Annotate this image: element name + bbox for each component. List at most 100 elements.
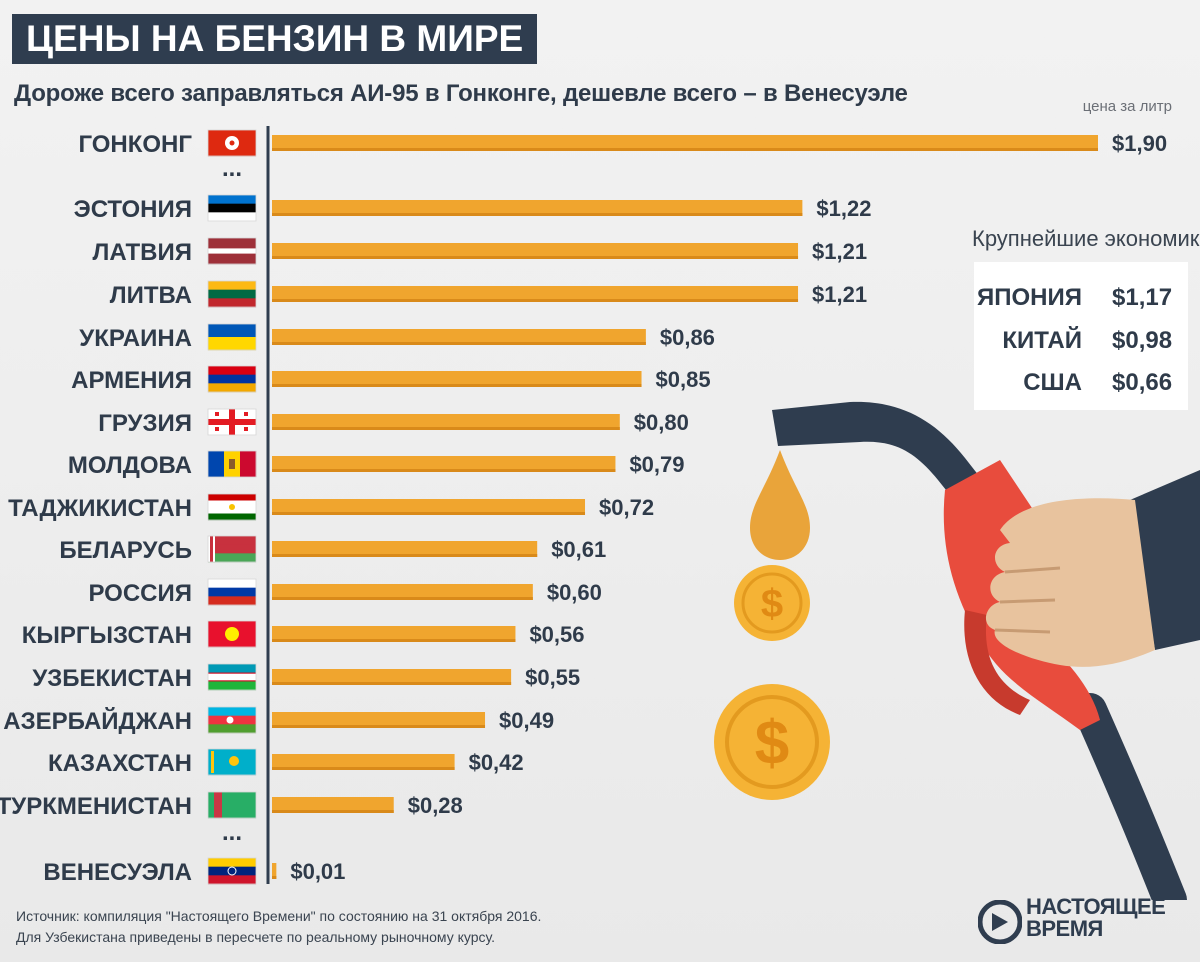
armenia-flag-icon xyxy=(207,365,257,393)
economy-row-japan: ЯПОНИЯ $1,17 xyxy=(974,284,1188,324)
bar xyxy=(272,712,486,728)
estonia-flag-icon xyxy=(207,194,257,222)
value-label: $0,55 xyxy=(525,665,580,690)
bar xyxy=(272,863,277,879)
bar-chart: ГОНКОНГ $1,90 ЭСТОНИЯ $1,22 ЛАТВИЯ $1,21 ЛИТВА… xyxy=(0,126,1167,886)
bar xyxy=(272,135,1098,151)
bar xyxy=(272,456,616,472)
logo-mark-icon xyxy=(978,900,1022,944)
country-label: АЗЕРБАЙДЖАН xyxy=(3,707,192,735)
economies-heading: Крупнейшие экономики xyxy=(972,226,1200,251)
value-label: $0,56 xyxy=(529,622,584,647)
economy-row-usa: США $0,66 xyxy=(974,369,1188,409)
economy-value: $0,66 xyxy=(1112,369,1173,396)
value-label: $1,21 xyxy=(812,239,867,264)
country-label: УЗБЕКИСТАН xyxy=(32,665,192,692)
unit-label: цена за литр xyxy=(1082,98,1172,115)
bar xyxy=(272,243,799,259)
country-label: АРМЕНИЯ xyxy=(71,367,192,394)
fuel-drop-icon xyxy=(750,450,810,560)
bar xyxy=(272,329,646,345)
country-label: РОССИЯ xyxy=(88,580,192,607)
value-label: $1,90 xyxy=(1112,131,1167,156)
bar-shade xyxy=(272,725,486,728)
chart-title: ЦЕНЫ НА БЕНЗИН В МИРЕ xyxy=(12,14,538,64)
economy-name: США xyxy=(1023,369,1082,396)
bar-shade xyxy=(272,682,512,685)
value-label: $0,42 xyxy=(469,750,524,775)
gap-marker: ... xyxy=(222,819,242,846)
bar-shade xyxy=(272,384,642,387)
turkmenistan-flag-icon xyxy=(207,791,257,819)
bar-shade xyxy=(272,342,646,345)
finger-lines xyxy=(994,566,1061,634)
bar-shade xyxy=(272,767,455,770)
value-label: $0,85 xyxy=(656,367,711,392)
venezuela-flag-icon xyxy=(207,857,257,885)
value-label: $0,80 xyxy=(634,410,689,435)
latvia-flag-icon xyxy=(207,237,257,265)
fuel-hose xyxy=(1073,693,1187,900)
bar-shade xyxy=(272,427,620,430)
country-label: КЫРГЫЗСТАН xyxy=(22,622,192,649)
dollar-coin-large-icon: $ xyxy=(714,684,830,800)
lithuania-flag-icon xyxy=(207,280,257,308)
kyrgyzstan-flag-icon xyxy=(207,620,257,648)
bar xyxy=(272,499,586,515)
economy-value: $1,17 xyxy=(1112,284,1173,311)
country-label: ТАДЖИКИСТАН xyxy=(8,495,192,522)
bar xyxy=(272,797,394,813)
value-label: $0,72 xyxy=(599,495,654,520)
uzbekistan-flag-icon xyxy=(207,663,257,691)
georgia-flag-icon xyxy=(207,408,257,436)
value-label: $0,60 xyxy=(547,580,602,605)
chart-subtitle: Дороже всего заправляться АИ-95 в Гонкон… xyxy=(14,80,908,107)
bar-shade xyxy=(272,299,799,302)
source-line-1: Источник: компиляция "Настоящего Времени… xyxy=(16,908,542,924)
country-label: ВЕНЕСУЭЛА xyxy=(43,859,192,886)
country-label: ЛАТВИЯ xyxy=(93,239,192,266)
country-label: БЕЛАРУСЬ xyxy=(59,537,192,564)
value-label: $0,61 xyxy=(551,537,606,562)
value-label: $0,49 xyxy=(499,708,554,733)
value-label: $0,86 xyxy=(660,325,715,350)
value-label: $0,79 xyxy=(629,452,684,477)
bar xyxy=(272,754,455,770)
country-label: ЭСТОНИЯ xyxy=(74,196,192,223)
source-note: Источник: компиляция "Настоящего Времени… xyxy=(16,906,541,948)
bar xyxy=(272,669,512,685)
bar-shade xyxy=(272,876,277,879)
bar-shade xyxy=(272,148,1098,151)
coin-symbol: $ xyxy=(761,582,783,626)
bar-shade xyxy=(272,597,533,600)
country-label: ГРУЗИЯ xyxy=(98,410,192,437)
azerbaijan-flag-icon xyxy=(207,706,257,734)
logo-line-2: ВРЕМЯ xyxy=(1026,916,1103,941)
country-label: ТУРКМЕНИСТАН xyxy=(0,793,192,820)
fuel-illustration: $ $ xyxy=(714,401,1200,900)
economy-row-china: КИТАЙ $0,98 xyxy=(974,327,1188,367)
hand-icon xyxy=(985,498,1155,667)
nozzle-trigger xyxy=(964,610,1030,715)
coin-symbol-large: $ xyxy=(755,709,789,778)
country-label: МОЛДОВА xyxy=(68,452,192,479)
belarus-flag-icon xyxy=(207,535,257,563)
moldova-flag-icon xyxy=(207,450,257,478)
ukraine-flag-icon xyxy=(207,323,257,351)
value-label: $0,28 xyxy=(408,793,463,818)
economy-value: $0,98 xyxy=(1112,327,1173,354)
fuel-nozzle-icon xyxy=(772,401,990,510)
country-label: КАЗАХСТАН xyxy=(48,750,192,777)
source-line-2: Для Узбекистана приведены в пересчете по… xyxy=(16,929,495,945)
bar xyxy=(272,626,516,642)
bar xyxy=(272,200,803,216)
logo: НАСТОЯЩЕЕ ВРЕМЯ xyxy=(978,896,1178,946)
bar xyxy=(272,286,799,302)
value-label: $1,22 xyxy=(816,196,871,221)
country-label: УКРАИНА xyxy=(79,325,192,352)
bar-shade xyxy=(272,512,586,515)
economy-name: ЯПОНИЯ xyxy=(977,284,1082,311)
country-label: ЛИТВА xyxy=(110,282,192,309)
bar xyxy=(272,584,533,600)
bar-shade xyxy=(272,554,538,557)
